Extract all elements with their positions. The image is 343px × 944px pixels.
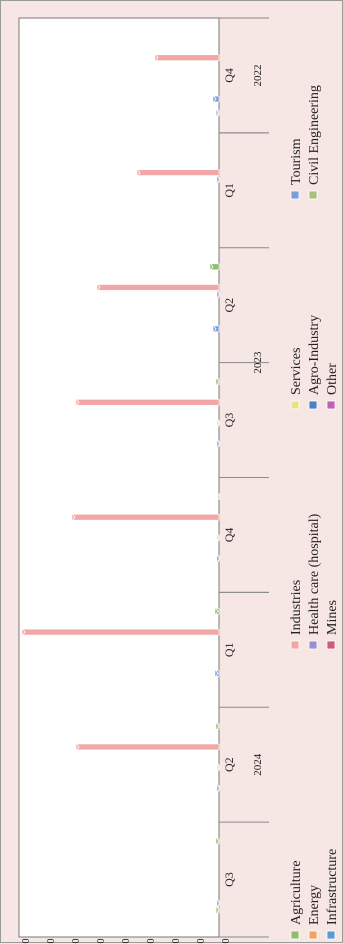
bar-tip-highlight: [137, 169, 141, 176]
quarter-label: Q4: [222, 528, 236, 543]
value-tick-label: 0: [19, 939, 30, 944]
legend-swatch: [290, 930, 300, 940]
plot-area: [18, 17, 220, 938]
value-tick-label: 0: [119, 939, 130, 944]
bar-tip-highlight: [213, 96, 217, 102]
value-tick-label: 0: [94, 939, 105, 944]
bar-tourism: [216, 555, 220, 562]
bar-tip-highlight: [217, 555, 221, 562]
bar-agriculture: [214, 608, 220, 615]
quarter-label: Q2: [222, 757, 236, 772]
quarter-label: Q4: [222, 68, 236, 83]
bar-tip-highlight: [213, 326, 217, 332]
legend-swatch: [326, 400, 336, 410]
bar-tourism: [216, 440, 220, 447]
bar-industries: [154, 54, 220, 61]
year-label: 2022: [252, 64, 264, 86]
bar-tip-highlight: [216, 838, 220, 844]
bar-agriculture: [209, 263, 220, 271]
bar-tip-highlight: [76, 744, 80, 750]
bar-industries: [75, 399, 220, 406]
bar-tip-highlight: [215, 608, 219, 615]
legend-swatch: [308, 640, 318, 650]
bar-tourism: [216, 785, 220, 792]
bar-industries: [71, 513, 220, 521]
legend-label: Mines: [325, 600, 340, 635]
quarter-label: Q2: [222, 298, 236, 313]
bar-tip-highlight: [217, 176, 221, 183]
quarter-label: Q1: [222, 642, 236, 657]
bar-services: [216, 419, 220, 427]
value-tick-label: 0: [194, 939, 205, 944]
quarter-label: Q1: [222, 183, 236, 198]
bar-tip-highlight: [22, 629, 26, 635]
bar-industries: [75, 743, 220, 751]
bar-services: [216, 764, 220, 771]
bar-tip-highlight: [216, 723, 220, 729]
legend-swatch: [290, 640, 300, 650]
legend-label: Health care (hospital): [307, 513, 322, 635]
bar-tip-highlight: [210, 264, 214, 270]
bar-tourism: [216, 899, 220, 907]
bar-health-care-hospital-: [216, 176, 220, 183]
legend-label: Energy: [307, 885, 322, 925]
bar-tip-highlight: [76, 399, 80, 406]
bar-agriculture: [217, 493, 220, 500]
legend-label: Civil Engineering: [307, 85, 322, 185]
legend-swatch: [290, 190, 300, 200]
legend-swatch: [290, 400, 300, 410]
bar-tip-highlight: [217, 900, 221, 906]
bar-tip-highlight: [217, 764, 221, 771]
value-tick-label: 0: [219, 939, 230, 944]
bar-tip-highlight: [217, 420, 221, 426]
legend-label: Infrastructure: [325, 849, 340, 925]
bar-tip-highlight: [218, 493, 222, 500]
bar-tip-highlight: [217, 535, 221, 541]
legend-swatch: [326, 930, 336, 940]
bar-tip-highlight: [217, 440, 221, 447]
legend-swatch: [308, 190, 318, 200]
legend-label: Agriculture: [289, 860, 304, 925]
bar-industries: [96, 284, 220, 291]
legend-label: Agro-Industry: [307, 315, 322, 395]
bar-tip-highlight: [215, 670, 219, 677]
bar-tip-highlight: [97, 284, 101, 291]
quarter-label: Q3: [222, 413, 236, 428]
bar-industries: [21, 628, 220, 636]
bar-tip-highlight: [217, 291, 221, 298]
bar-tip-highlight: [216, 110, 220, 116]
bar-industries: [136, 169, 220, 176]
bar-tip-highlight: [216, 907, 220, 913]
legend-swatch: [308, 930, 318, 940]
legend-label: Tourism: [289, 138, 304, 185]
legend-label: Services: [289, 348, 304, 395]
bar-services: [216, 534, 220, 542]
legend-swatch: [308, 400, 318, 410]
value-tick-label: 0: [144, 939, 155, 944]
value-tick-label: 0: [69, 939, 80, 944]
value-tick-label: 0: [169, 939, 180, 944]
legend-label: Industries: [289, 580, 304, 635]
bar-health-care-hospital-: [216, 291, 220, 298]
bar-tip-highlight: [72, 514, 76, 520]
bar-tip-highlight: [217, 785, 221, 792]
year-label: 2024: [252, 753, 264, 776]
year-label: 2023: [252, 351, 264, 374]
bar-tip-highlight: [155, 55, 159, 61]
legend-label: Other: [325, 363, 340, 395]
value-tick-label: 0: [44, 939, 55, 944]
quarter-label: Q3: [222, 872, 236, 887]
legend-swatch: [326, 640, 336, 650]
bar-tip-highlight: [216, 378, 220, 385]
bar-tourism: [214, 670, 220, 677]
